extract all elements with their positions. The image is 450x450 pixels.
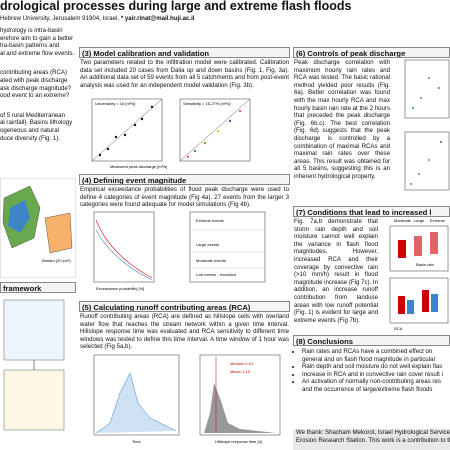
axes bbox=[404, 131, 450, 191]
axes bbox=[389, 225, 449, 272]
fig6 bbox=[404, 59, 450, 191]
line: duce diversity (Fig. 1). bbox=[0, 134, 60, 142]
paragraph: Peak discharge correlation with maximum … bbox=[294, 59, 390, 180]
box bbox=[431, 294, 438, 312]
axes bbox=[389, 277, 449, 324]
axes bbox=[93, 354, 180, 436]
axes bbox=[189, 211, 266, 283]
box bbox=[398, 240, 406, 258]
line: of 5 rural Mediterranean bbox=[0, 111, 66, 119]
box bbox=[3, 299, 65, 361]
curve bbox=[95, 219, 153, 279]
line: al rainfall). Basins lithology bbox=[0, 119, 73, 127]
axes bbox=[91, 98, 163, 162]
line: ask discharge magnitude? bbox=[0, 84, 72, 92]
box bbox=[430, 232, 438, 254]
points bbox=[98, 105, 154, 157]
section-header: framework bbox=[0, 282, 76, 293]
annotation: Mean=1.15 bbox=[230, 369, 251, 374]
curve bbox=[95, 229, 153, 281]
bullet: Rain rates and RCAs have a combined effe… bbox=[302, 348, 450, 363]
x-label: Measured peak discharge [m³/s] bbox=[110, 164, 167, 169]
bullets: Rain rates and RCAs have a combined effe… bbox=[294, 348, 450, 394]
fig7: Moderate Large Extreme Basin rain RCA bbox=[389, 218, 449, 331]
axes bbox=[179, 98, 251, 162]
line: erefore aim to gain a better bbox=[0, 34, 74, 42]
hydrograph bbox=[95, 372, 177, 434]
line: hydrology is intra-basin bbox=[0, 27, 63, 34]
email: * yair.rinat@mail.huji.ac.il bbox=[120, 15, 195, 22]
paragraph: Fig. 7a,b demonstrate that storm rain de… bbox=[294, 218, 378, 324]
line: contributing areas (RCA) bbox=[0, 69, 68, 77]
section-header: (8) Conclusions bbox=[293, 335, 450, 346]
left-col: hydrology is intra-basin erefore aim to … bbox=[0, 27, 76, 142]
box bbox=[414, 236, 422, 256]
annotation: Median=1.01 bbox=[230, 361, 254, 366]
paragraph: Two parameters related to the infiltrati… bbox=[80, 59, 289, 89]
one-to-one bbox=[179, 98, 251, 162]
legend: Large bbox=[414, 218, 425, 223]
line: tra-basin patterns and bbox=[0, 42, 60, 50]
axes bbox=[93, 211, 155, 283]
box bbox=[398, 296, 405, 314]
one-to-one bbox=[91, 98, 163, 162]
section-header: (6) Controls of peak discharge bbox=[293, 47, 450, 58]
map-figure: Barlam (20 km²) bbox=[0, 178, 76, 278]
histogram bbox=[204, 383, 276, 433]
section-header: (3) Model calibration and validation bbox=[79, 47, 290, 58]
category: Extreme events bbox=[196, 218, 224, 223]
fig5: Time Median=1.01 Mean=1.15 Hillslope res… bbox=[93, 354, 281, 444]
fig4: Exceedance probability [%] Extreme event… bbox=[93, 211, 266, 291]
fig3: Uncertainty = 16 [m³/s] Sensitivity = 15… bbox=[91, 98, 251, 169]
line: ated with peak discharge bbox=[0, 76, 68, 84]
bullet: Increase in RCA and in convective rain c… bbox=[302, 371, 450, 379]
list: Rain rates and RCAs have a combined effe… bbox=[294, 348, 450, 394]
category: Moderate events bbox=[196, 258, 226, 263]
line: Erosion Research Station. This work is a… bbox=[296, 436, 450, 444]
category: Large events bbox=[196, 242, 219, 247]
box bbox=[3, 369, 65, 431]
basin bbox=[44, 212, 73, 254]
line: ood event to an extreme? bbox=[0, 92, 70, 100]
points bbox=[410, 141, 442, 185]
bullet: Rain depth and soil moisture do not well… bbox=[302, 363, 450, 371]
line: al and extreme flow events. bbox=[0, 49, 75, 57]
axes bbox=[199, 354, 281, 436]
bullet: An activation of normally non-contributi… bbox=[302, 378, 450, 393]
legend: Basin rain bbox=[416, 262, 434, 267]
x-label: Time bbox=[132, 439, 142, 444]
legend: Moderate bbox=[394, 218, 412, 223]
paragraph: Runoff contributing areas (RCA) are defi… bbox=[80, 313, 289, 351]
axes bbox=[404, 59, 450, 119]
section-header: (7) Conditions that lead to increased l bbox=[293, 206, 450, 217]
points bbox=[186, 109, 242, 159]
fig-label: Sensitivity = 15-27% [m³/s] bbox=[183, 101, 230, 106]
category: Low events - excluded bbox=[196, 272, 236, 277]
thanks: We thank: Shacham Mekorot, Israel Hydrol… bbox=[293, 429, 450, 450]
paragraph: Empirical exceedance probabilities of fl… bbox=[80, 186, 289, 209]
affil: Hebrew University, Jerusalem 91904, Isra… bbox=[0, 15, 120, 22]
title: drological processes during large and ex… bbox=[0, 0, 352, 13]
legend: RCA bbox=[394, 326, 403, 331]
x-label: Hillslope response time [h] bbox=[215, 439, 262, 444]
framework-diagram bbox=[3, 299, 65, 431]
line: We thank: Shacham Mekorot, Israel Hydrol… bbox=[296, 429, 450, 436]
x-label: Exceedance probability [%] bbox=[96, 286, 144, 291]
box bbox=[422, 290, 429, 312]
points bbox=[412, 77, 440, 109]
box bbox=[407, 300, 414, 314]
legend: Extreme bbox=[430, 218, 446, 223]
map-label: Barlam (20 km²) bbox=[42, 258, 71, 263]
section-header: (5) Calculating runoff contributing area… bbox=[79, 301, 290, 312]
affiliation: Hebrew University, Jerusalem 91904, Isra… bbox=[0, 15, 195, 23]
basin-zone bbox=[8, 200, 30, 233]
section-header: (4) Defining event magnitude bbox=[79, 174, 290, 185]
fig-label: Uncertainty = 16 [m³/s] bbox=[95, 101, 135, 106]
line: ogeneous and natural bbox=[0, 126, 59, 134]
